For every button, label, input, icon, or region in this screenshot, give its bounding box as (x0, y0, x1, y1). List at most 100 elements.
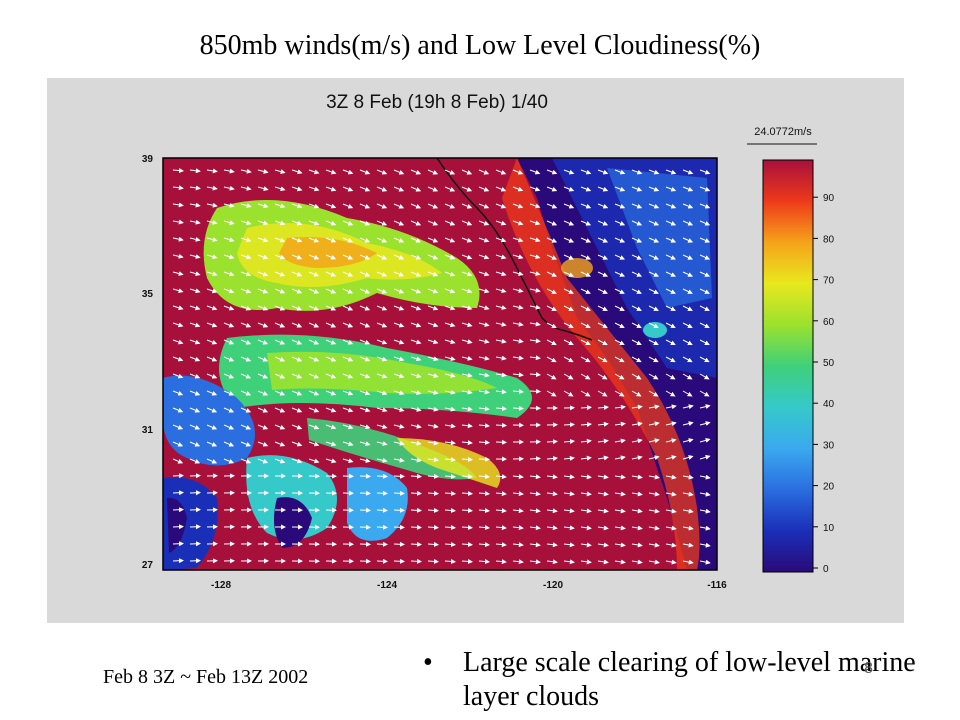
wind-arrow (393, 507, 405, 513)
wind-arrow (410, 541, 422, 547)
wind-arrow (648, 455, 660, 461)
wind-arrow (563, 186, 575, 192)
wind-arrow (342, 339, 354, 345)
wind-arrow (631, 455, 643, 461)
wind-arrow (648, 373, 659, 380)
wind-arrow (359, 322, 371, 328)
wind-arrow (274, 169, 286, 174)
wind-arrow (665, 356, 676, 363)
wind-arrow (291, 373, 303, 379)
wind-arrow (665, 237, 677, 243)
wind-arrow (410, 490, 422, 496)
wind-arrow (359, 305, 371, 311)
wind-arrow (274, 203, 286, 209)
wind-arrow (444, 524, 456, 530)
wind-arrow (665, 169, 677, 175)
wind-arrow (427, 237, 439, 243)
wind-arrow (240, 458, 252, 464)
wind-arrow (325, 271, 337, 277)
wind-arrow (597, 559, 609, 565)
wind-arrow (427, 271, 439, 277)
wind-arrow (495, 220, 507, 226)
wind-arrow (444, 322, 456, 328)
colorbar-tick-label: 50 (823, 358, 835, 369)
wind-arrow (172, 373, 184, 379)
wind-arrow (699, 220, 711, 226)
wind-arrow (376, 305, 388, 311)
wind-arrow (597, 438, 609, 444)
cloudiness-wind-map: 3Z 8 Feb (19h 8 Feb) 1/40 (47, 78, 904, 623)
wind-arrow (478, 271, 490, 277)
wind-arrow (274, 305, 286, 311)
wind-arrow (308, 356, 320, 362)
wind-arrow (631, 339, 642, 346)
wind-arrow (427, 406, 439, 412)
wind-arrow (393, 490, 405, 496)
wind-arrow (648, 339, 659, 346)
x-tick-label: -124 (377, 580, 397, 591)
wind-arrow (682, 288, 693, 294)
wind-arrow (495, 305, 507, 310)
wind-arrow (529, 525, 541, 531)
wind-arrow (189, 356, 201, 362)
wind-arrow (699, 203, 711, 209)
wind-arrow (189, 202, 201, 208)
wind-arrow (325, 407, 337, 413)
wind-arrow (580, 305, 591, 311)
wind-arrow (699, 542, 711, 548)
colorbar-tick-label: 80 (823, 234, 835, 245)
wind-arrow (478, 542, 490, 548)
wind-arrow (223, 390, 235, 396)
wind-arrow (342, 424, 354, 430)
wind-arrow (274, 186, 286, 192)
wind-arrow (699, 437, 711, 443)
wind-arrow (172, 390, 184, 396)
wind-arrow (495, 186, 507, 192)
wind-arrow (427, 305, 439, 311)
wind-arrow (682, 404, 694, 410)
wind-arrow (665, 559, 677, 565)
y-tick-label: 27 (142, 560, 154, 571)
wind-arrow (172, 271, 184, 276)
wind-arrow (376, 356, 388, 362)
wind-arrow (614, 508, 626, 514)
wind-arrow (410, 373, 422, 379)
wind-arrow (563, 305, 574, 311)
wind-arrow (359, 271, 371, 277)
wind-arrow (648, 356, 659, 363)
wind-arrow (512, 491, 524, 497)
wind-arrow (342, 186, 354, 192)
wind-arrow (682, 559, 694, 565)
wind-arrow (274, 271, 286, 277)
wind-arrow (376, 373, 388, 379)
wind-arrow (257, 322, 269, 328)
wind-arrow (342, 203, 354, 209)
wind-arrow (529, 508, 541, 514)
wind-arrow (529, 186, 541, 192)
wind-arrow (189, 407, 201, 413)
wind-arrow (427, 423, 439, 429)
wind-arrow (257, 339, 269, 345)
wind-arrow (223, 373, 235, 379)
wind-arrow (597, 305, 608, 311)
wind-arrow (546, 186, 558, 192)
wind-arrow (444, 339, 456, 345)
wind-arrow (376, 220, 388, 226)
wind-arrow (342, 305, 354, 311)
wind-arrow (478, 288, 490, 294)
wind-arrow (682, 305, 693, 311)
wind-arrow (631, 508, 643, 514)
wind-arrow (580, 169, 592, 175)
wind-arrow (291, 407, 303, 413)
wind-arrow (563, 254, 575, 260)
wind-arrow (444, 254, 456, 260)
wind-arrow (495, 422, 507, 428)
wind-arrow (580, 373, 591, 380)
wind-arrow (631, 421, 643, 427)
wind-arrow (580, 438, 592, 444)
wind-arrow (206, 356, 218, 362)
figure-header: 3Z 8 Feb (19h 8 Feb) 1/40 (326, 92, 548, 113)
wind-arrow (478, 237, 490, 243)
wind-arrow (325, 237, 337, 243)
wind-arrow (257, 254, 269, 260)
